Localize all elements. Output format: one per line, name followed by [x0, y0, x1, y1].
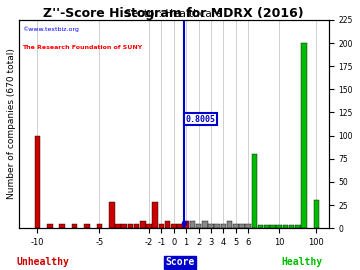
Bar [159, 224, 164, 228]
Bar [152, 202, 158, 228]
Bar [314, 200, 319, 228]
Bar [165, 221, 170, 228]
Bar [289, 225, 294, 228]
Bar [96, 224, 102, 228]
Bar [258, 225, 264, 228]
Bar [84, 224, 90, 228]
Bar [301, 43, 307, 228]
Bar [264, 225, 270, 228]
Bar [202, 221, 208, 228]
Bar [239, 224, 245, 228]
Bar [252, 154, 257, 228]
Bar [208, 224, 214, 228]
Bar [146, 224, 152, 228]
Bar [115, 224, 121, 228]
Bar [295, 225, 301, 228]
Text: ©www.textbiz.org: ©www.textbiz.org [22, 26, 79, 32]
Bar [215, 224, 220, 228]
Bar [127, 224, 133, 228]
Bar [35, 136, 40, 228]
Title: Z''-Score Histogram for MDRX (2016): Z''-Score Histogram for MDRX (2016) [44, 7, 304, 20]
Bar [59, 224, 65, 228]
Bar [221, 224, 226, 228]
Text: 0.8005: 0.8005 [185, 115, 216, 124]
Text: Score: Score [165, 257, 195, 267]
Bar [270, 225, 276, 228]
Bar [177, 224, 183, 228]
Bar [47, 224, 53, 228]
Bar [227, 221, 233, 228]
Bar [171, 224, 176, 228]
Text: The Research Foundation of SUNY: The Research Foundation of SUNY [22, 45, 142, 50]
Bar [246, 224, 251, 228]
Bar [283, 225, 288, 228]
Bar [140, 221, 145, 228]
Text: Unhealthy: Unhealthy [17, 257, 69, 267]
Bar [121, 224, 127, 228]
Bar [190, 221, 195, 228]
Bar [134, 224, 139, 228]
Bar [196, 224, 201, 228]
Y-axis label: Number of companies (670 total): Number of companies (670 total) [7, 49, 16, 200]
Bar [72, 224, 77, 228]
Text: Sector: Healthcare: Sector: Healthcare [125, 9, 222, 19]
Bar [276, 225, 282, 228]
Text: Healthy: Healthy [282, 257, 323, 267]
Bar [183, 221, 189, 228]
Bar [233, 224, 239, 228]
Bar [109, 202, 114, 228]
